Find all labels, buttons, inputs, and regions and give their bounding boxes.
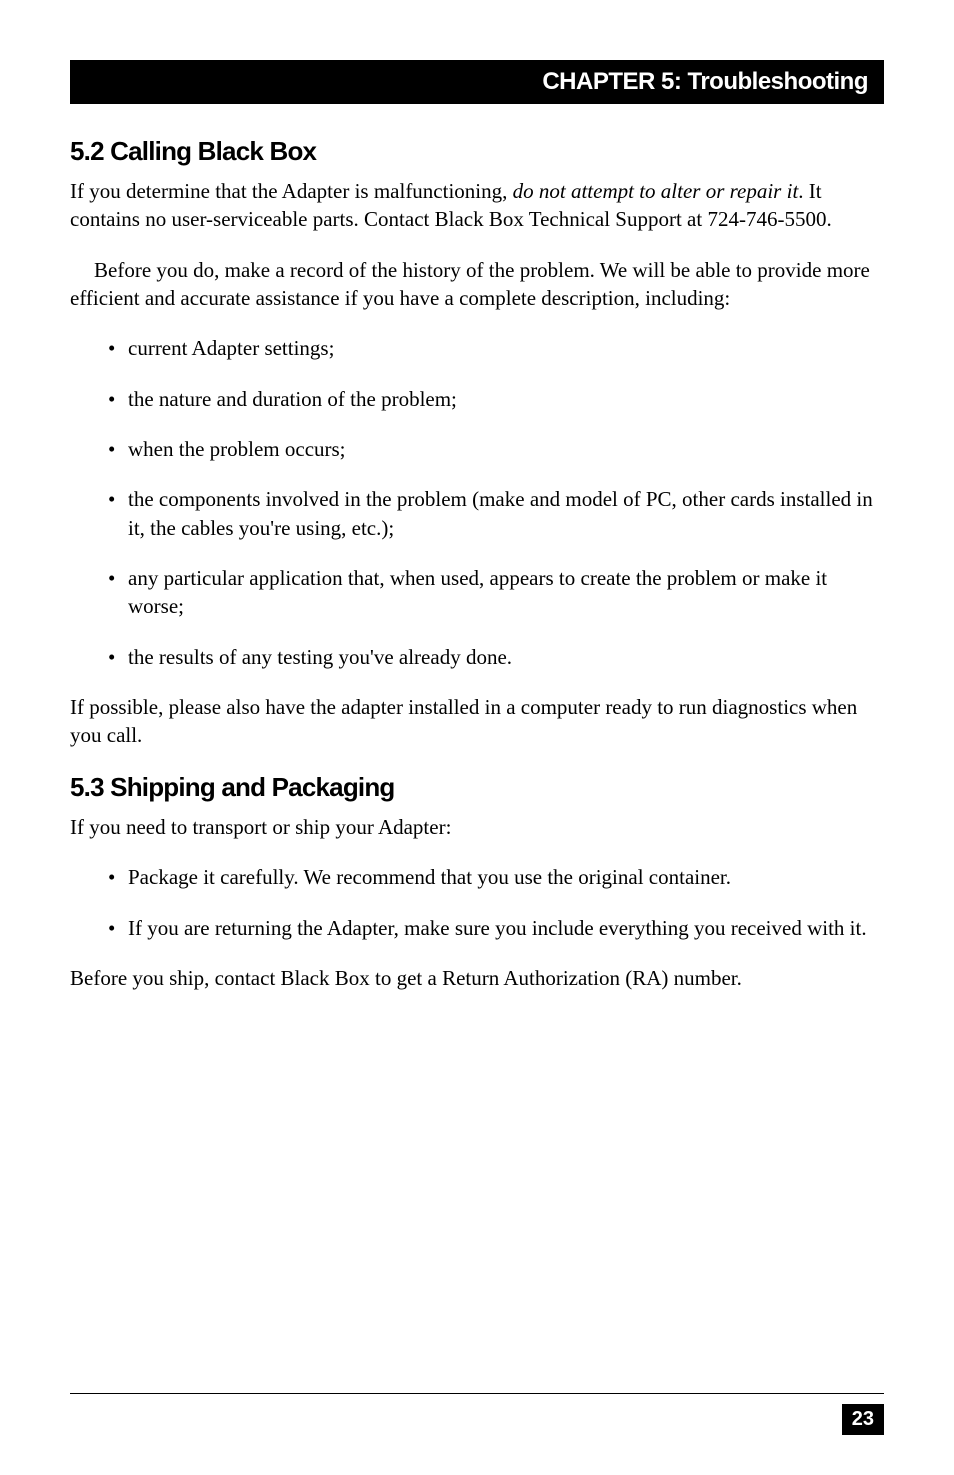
list-item: when the problem occurs; <box>108 435 884 463</box>
section-5-2-para2: Before you do, make a record of the hist… <box>70 256 884 313</box>
page-number-badge: 23 <box>842 1404 884 1435</box>
page-footer: 23 <box>70 1393 884 1435</box>
para1-italic: do not attempt to alter or repair it <box>513 179 799 203</box>
footer-rule <box>70 1393 884 1394</box>
section-5-3-heading: 5.3 Shipping and Packaging <box>70 772 884 803</box>
chapter-label: CHAPTER 5: Troubleshooting <box>542 68 868 95</box>
section-5-2-bullet-list: current Adapter settings; the nature and… <box>70 334 884 671</box>
chapter-header-bar: CHAPTER 5: Troubleshooting <box>70 60 884 104</box>
list-item: the results of any testing you've alread… <box>108 643 884 671</box>
section-5-2-para3: If possible, please also have the adapte… <box>70 693 884 750</box>
section-5-3-para1: If you need to transport or ship your Ad… <box>70 813 884 841</box>
page-number: 23 <box>852 1408 874 1430</box>
list-item: the nature and duration of the problem; <box>108 385 884 413</box>
section-5-3-para2: Before you ship, contact Black Box to ge… <box>70 964 884 992</box>
list-item: any particular application that, when us… <box>108 564 884 621</box>
section-5-3-bullet-list: Package it carefully. We recommend that … <box>70 863 884 942</box>
para1-part1: If you determine that the Adapter is mal… <box>70 179 513 203</box>
list-item: current Adapter settings; <box>108 334 884 362</box>
section-5-2-para1: If you determine that the Adapter is mal… <box>70 177 884 234</box>
list-item: the components involved in the problem (… <box>108 485 884 542</box>
section-5-2-heading: 5.2 Calling Black Box <box>70 136 884 167</box>
list-item: Package it carefully. We recommend that … <box>108 863 884 891</box>
list-item: If you are returning the Adapter, make s… <box>108 914 884 942</box>
